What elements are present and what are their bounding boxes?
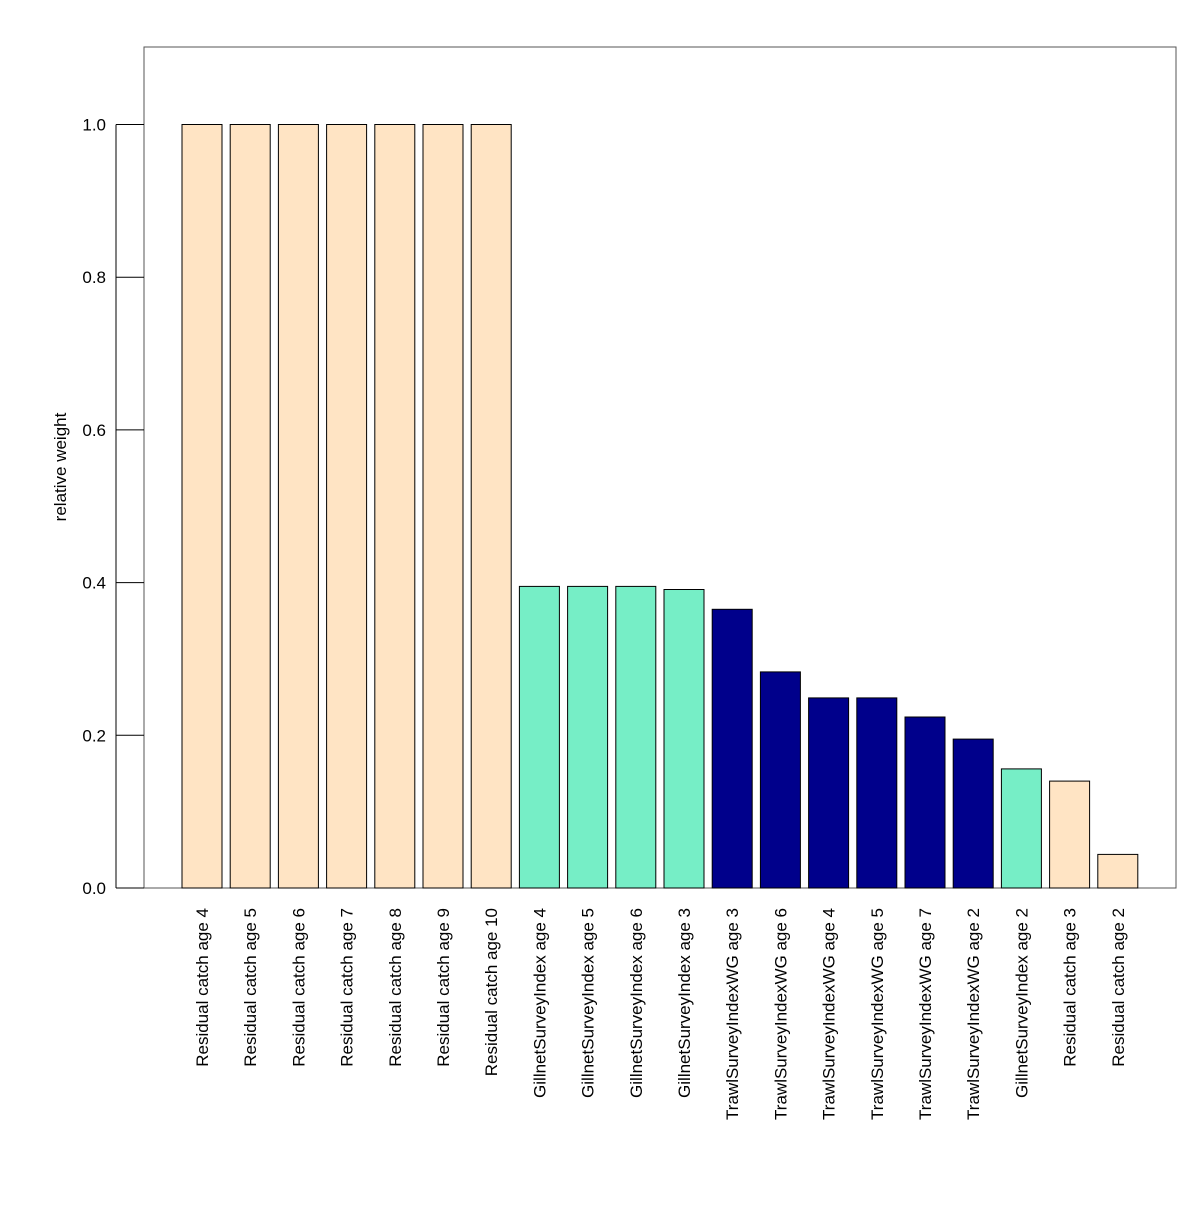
bar — [422, 124, 464, 889]
x-category-label: GillnetSurveyIndex age 2 — [1012, 908, 1031, 1098]
y-tick-label: 0.4 — [82, 574, 106, 593]
bars — [181, 124, 1139, 889]
x-category-label: GillnetSurveyIndex age 4 — [530, 908, 549, 1098]
plot-frame — [143, 46, 1177, 889]
bar — [711, 608, 753, 889]
bar — [615, 585, 657, 889]
bar — [567, 585, 609, 889]
bar — [1000, 768, 1042, 889]
bar — [952, 738, 994, 889]
y-tick-label: 1.0 — [82, 116, 106, 135]
bar — [277, 124, 319, 889]
x-axis-labels: Residual catch age 4 Residual catch age 5… — [193, 908, 1128, 1120]
bar — [808, 697, 850, 889]
x-category-label: TrawlSurveyIndexWG age 3 — [723, 908, 742, 1120]
y-tick-label: 0.8 — [82, 268, 106, 287]
x-category-label: TrawlSurveyIndexWG age 4 — [820, 908, 839, 1120]
x-category-label: GillnetSurveyIndex age 3 — [675, 908, 694, 1098]
bar — [374, 124, 416, 889]
x-category-label: GillnetSurveyIndex age 5 — [579, 908, 598, 1098]
x-category-label: Residual catch age 9 — [434, 908, 453, 1067]
x-category-label: Residual catch age 2 — [1109, 908, 1128, 1067]
x-category-label: Residual catch age 10 — [482, 908, 501, 1076]
bar — [759, 671, 801, 889]
bar — [470, 124, 512, 889]
y-axis: 0.0 0.2 0.4 0.6 0.8 1.0 — [82, 116, 144, 898]
x-category-label: Residual catch age 7 — [338, 908, 357, 1067]
x-category-label: TrawlSurveyIndexWG age 6 — [771, 908, 790, 1120]
bar — [326, 124, 368, 889]
x-category-label: Residual catch age 4 — [193, 908, 212, 1067]
x-category-label: Residual catch age 6 — [289, 908, 308, 1067]
x-category-label: TrawlSurveyIndexWG age 5 — [868, 908, 887, 1120]
bar — [229, 124, 271, 889]
y-tick-label: 0.2 — [82, 726, 106, 745]
x-category-label: Residual catch age 5 — [241, 908, 260, 1067]
x-category-label: GillnetSurveyIndex age 6 — [627, 908, 646, 1098]
bar — [181, 124, 223, 889]
x-category-label: Residual catch age 3 — [1061, 908, 1080, 1067]
x-category-label: TrawlSurveyIndexWG age 7 — [916, 908, 935, 1120]
y-tick-label: 0.6 — [82, 421, 106, 440]
bar — [1097, 853, 1139, 889]
bar — [1049, 780, 1091, 889]
bar — [663, 589, 705, 889]
bar — [856, 697, 898, 889]
bar — [904, 716, 946, 889]
x-category-label: Residual catch age 8 — [386, 908, 405, 1067]
y-axis-title: relative weight — [51, 412, 70, 521]
bar — [518, 585, 560, 889]
x-category-label: TrawlSurveyIndexWG age 2 — [964, 908, 983, 1120]
y-tick-label: 0.0 — [82, 879, 106, 898]
